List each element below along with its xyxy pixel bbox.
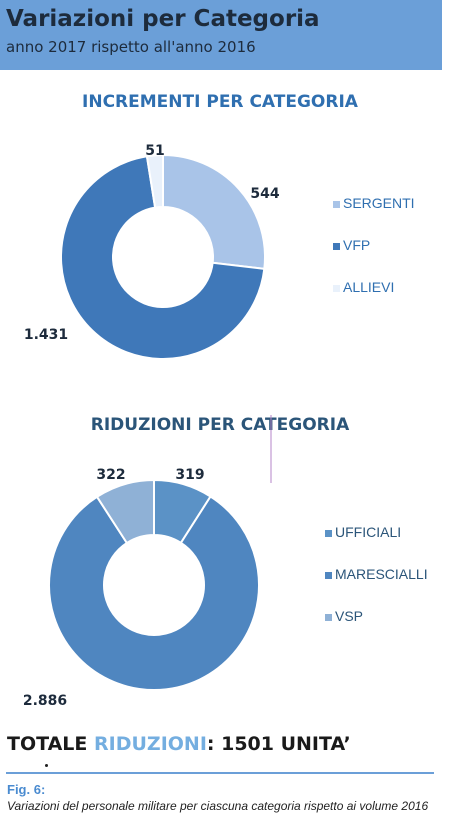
figure-label: Fig. 6:	[7, 782, 46, 797]
legend-swatch-ufficiali	[325, 530, 332, 537]
data-label-sergenti: 544	[250, 186, 279, 202]
legend-label-vsp: VSP	[335, 608, 363, 624]
data-label-vfp: 1.431	[24, 327, 68, 343]
data-label-vsp: 322	[96, 467, 125, 483]
slice-sergenti	[162, 153, 266, 270]
total-suffix: : 1501 UNITA’	[206, 733, 351, 755]
figure-caption: Variazioni del personale militare per ci…	[7, 799, 429, 813]
legend-label-allievi: ALLIEVI	[343, 279, 394, 295]
legend-swatch-vsp	[325, 614, 332, 621]
legend-swatch-vfp	[333, 243, 340, 250]
page-title: Variazioni per Categoria	[6, 6, 320, 32]
data-label-allievi: 51	[145, 143, 164, 159]
donut-chart-incrementi: 544 SERGENTI 1.431 VFP 51 ALLIEVI	[24, 143, 415, 360]
legend-label-sergenti: SERGENTI	[343, 195, 415, 211]
chart-title-riduzioni: RIDUZIONI PER CATEGORIA	[90, 415, 350, 435]
legend-label-marescialli: MARESCIALLI	[335, 566, 428, 582]
decorative-dot	[45, 764, 48, 767]
legend-swatch-allievi	[333, 285, 340, 292]
slice-vfp	[60, 155, 266, 360]
total-prefix: TOTALE	[7, 733, 88, 755]
slice-marescialli	[48, 495, 260, 691]
donut-chart-riduzioni: 319 UFFICIALI 2.886 MARESCIALLI 322 VSP	[23, 415, 428, 709]
legend-swatch-sergenti	[333, 201, 340, 208]
header-banner: Variazioni per Categoria anno 2017 rispe…	[0, 0, 442, 70]
legend-label-ufficiali: UFFICIALI	[335, 524, 401, 540]
legend-swatch-marescialli	[325, 572, 332, 579]
total-accent: RIDUZIONI	[94, 733, 207, 755]
caption-divider	[6, 772, 434, 774]
legend-label-vfp: VFP	[343, 237, 370, 253]
slice-allievi	[145, 153, 164, 209]
chart-title-incrementi: INCREMENTI PER CATEGORIA	[82, 92, 358, 112]
data-label-ufficiali: 319	[175, 467, 204, 483]
slice-vsp	[95, 478, 155, 545]
page-subtitle: anno 2017 rispetto all'anno 2016	[6, 38, 256, 56]
data-label-marescialli: 2.886	[23, 693, 67, 709]
total-summary: TOTALE RIDUZIONI: 1501 UNITA’	[7, 733, 351, 755]
